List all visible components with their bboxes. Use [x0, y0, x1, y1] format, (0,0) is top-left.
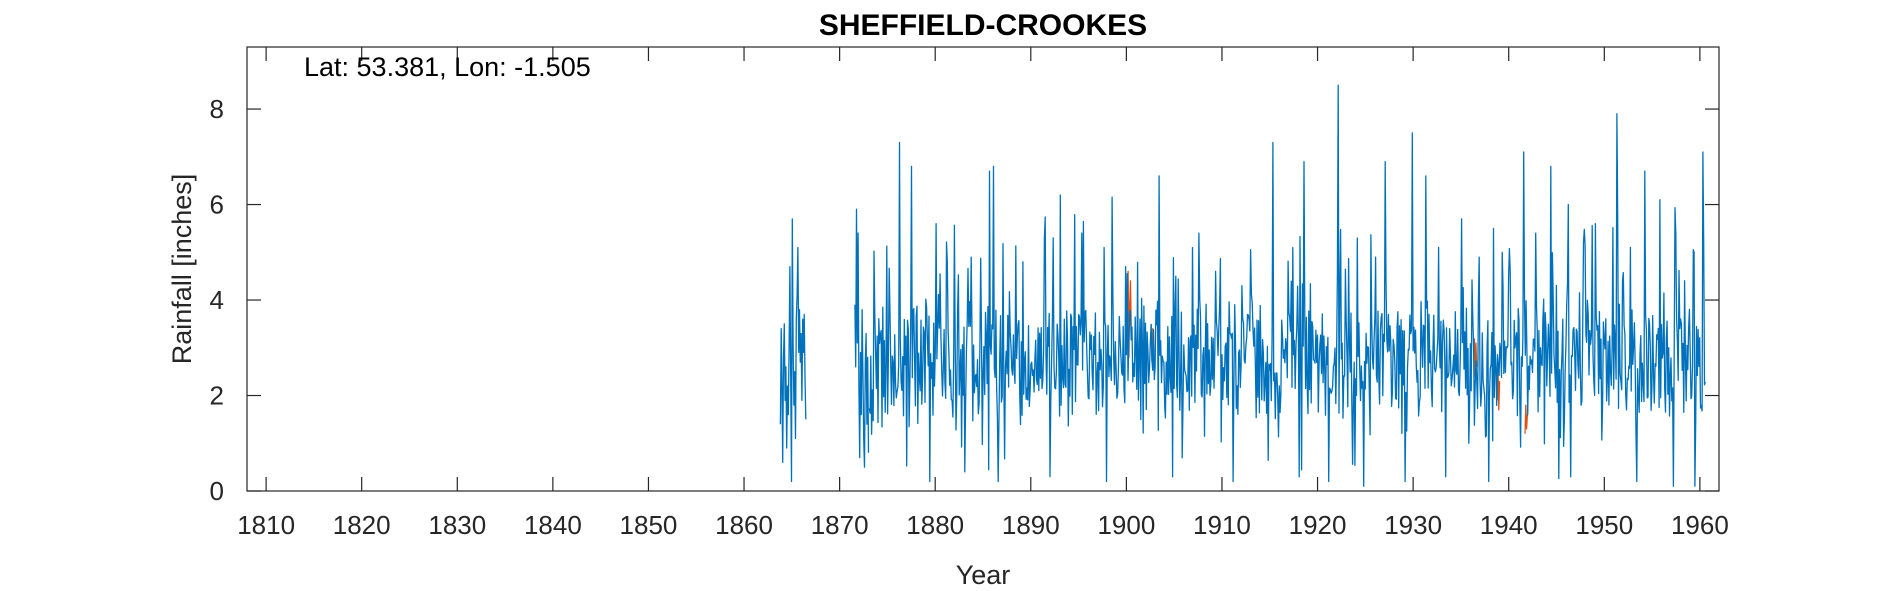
x-tick-label: 1910	[1193, 510, 1251, 540]
blue-series-line	[868, 84, 1706, 487]
x-tick-label: 1850	[620, 510, 678, 540]
x-tick-label: 1960	[1671, 510, 1729, 540]
y-tick-label: 4	[210, 285, 224, 315]
chart-title: SHEFFIELD-CROOKES	[819, 9, 1147, 42]
x-tick-label: 1950	[1575, 510, 1633, 540]
x-tick-label: 1860	[715, 510, 773, 540]
orange-series-line	[1524, 404, 1529, 434]
station-coordinates-annotation: Lat: 53.381, Lon: -1.505	[304, 52, 591, 82]
x-tick-label: 1900	[1097, 510, 1155, 540]
x-tick-label: 1880	[906, 510, 964, 540]
x-tick-label: 1930	[1384, 510, 1442, 540]
y-tick-label: 6	[210, 190, 224, 220]
y-axis-label: Rainfall [inches]	[167, 174, 197, 365]
x-axis-label: Year	[956, 560, 1011, 590]
x-tick-label: 1830	[428, 510, 486, 540]
x-tick-label: 1840	[524, 510, 582, 540]
x-tick-label: 1810	[237, 510, 295, 540]
orange-series-line	[1473, 338, 1478, 378]
series-layer	[779, 84, 1706, 487]
x-tick-label: 1870	[811, 510, 869, 540]
x-tick-label: 1820	[333, 510, 391, 540]
axes-box	[246, 46, 1720, 492]
x-tick-label: 1920	[1289, 510, 1347, 540]
x-tick-label: 1940	[1480, 510, 1538, 540]
y-tick-label: 0	[210, 476, 224, 506]
y-tick-label: 8	[210, 94, 224, 124]
blue-series-line	[854, 208, 870, 468]
x-tick-label: 1890	[1002, 510, 1060, 540]
y-tick-label: 2	[210, 381, 224, 411]
ticks-layer: 1810 1820 1830 1840 1850 1860 1870 1880 1890 1900…	[210, 47, 1729, 540]
blue-series-line	[779, 218, 807, 483]
